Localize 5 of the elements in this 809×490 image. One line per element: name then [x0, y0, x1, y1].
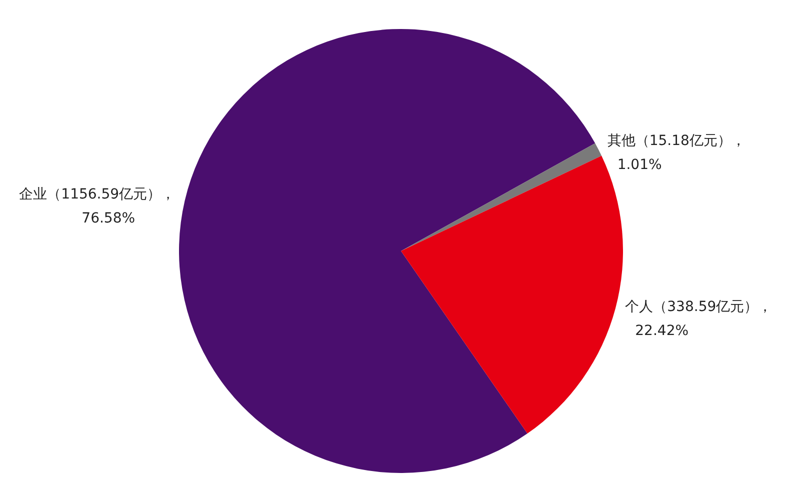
pie-slice	[401, 143, 602, 251]
slice-label: 个人（338.59亿元）， 22.42%	[625, 298, 772, 339]
slice-label: 企业（1156.59亿元）， 76.58%	[19, 186, 176, 226]
pie-slice	[179, 29, 596, 473]
slice-label: 其他（15.18亿元）， 1.01%	[607, 132, 746, 173]
